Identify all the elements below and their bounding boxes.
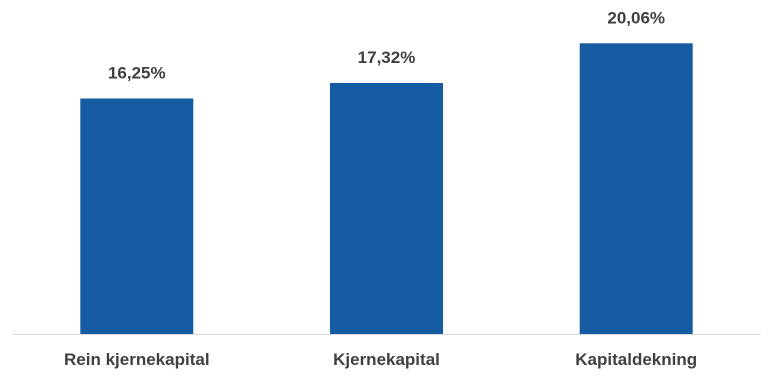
data-label-1: 17,32%	[358, 48, 416, 67]
data-label-2: 20,06%	[607, 8, 665, 27]
data-label-0: 16,25%	[108, 64, 166, 83]
category-label-2: Kapitaldekning	[575, 350, 697, 369]
category-label-1: Kjernekapital	[333, 350, 440, 369]
bars-group	[80, 43, 693, 335]
bar-2	[579, 43, 693, 335]
data-labels-group: 16,25% 17,32% 20,06%	[108, 8, 665, 82]
bar-1	[330, 83, 443, 334]
category-label-0: Rein kjernekapital	[64, 350, 210, 369]
bar-0	[80, 98, 194, 334]
category-labels-group: Rein kjernekapital Kjernekapital Kapitalde…	[64, 350, 697, 369]
